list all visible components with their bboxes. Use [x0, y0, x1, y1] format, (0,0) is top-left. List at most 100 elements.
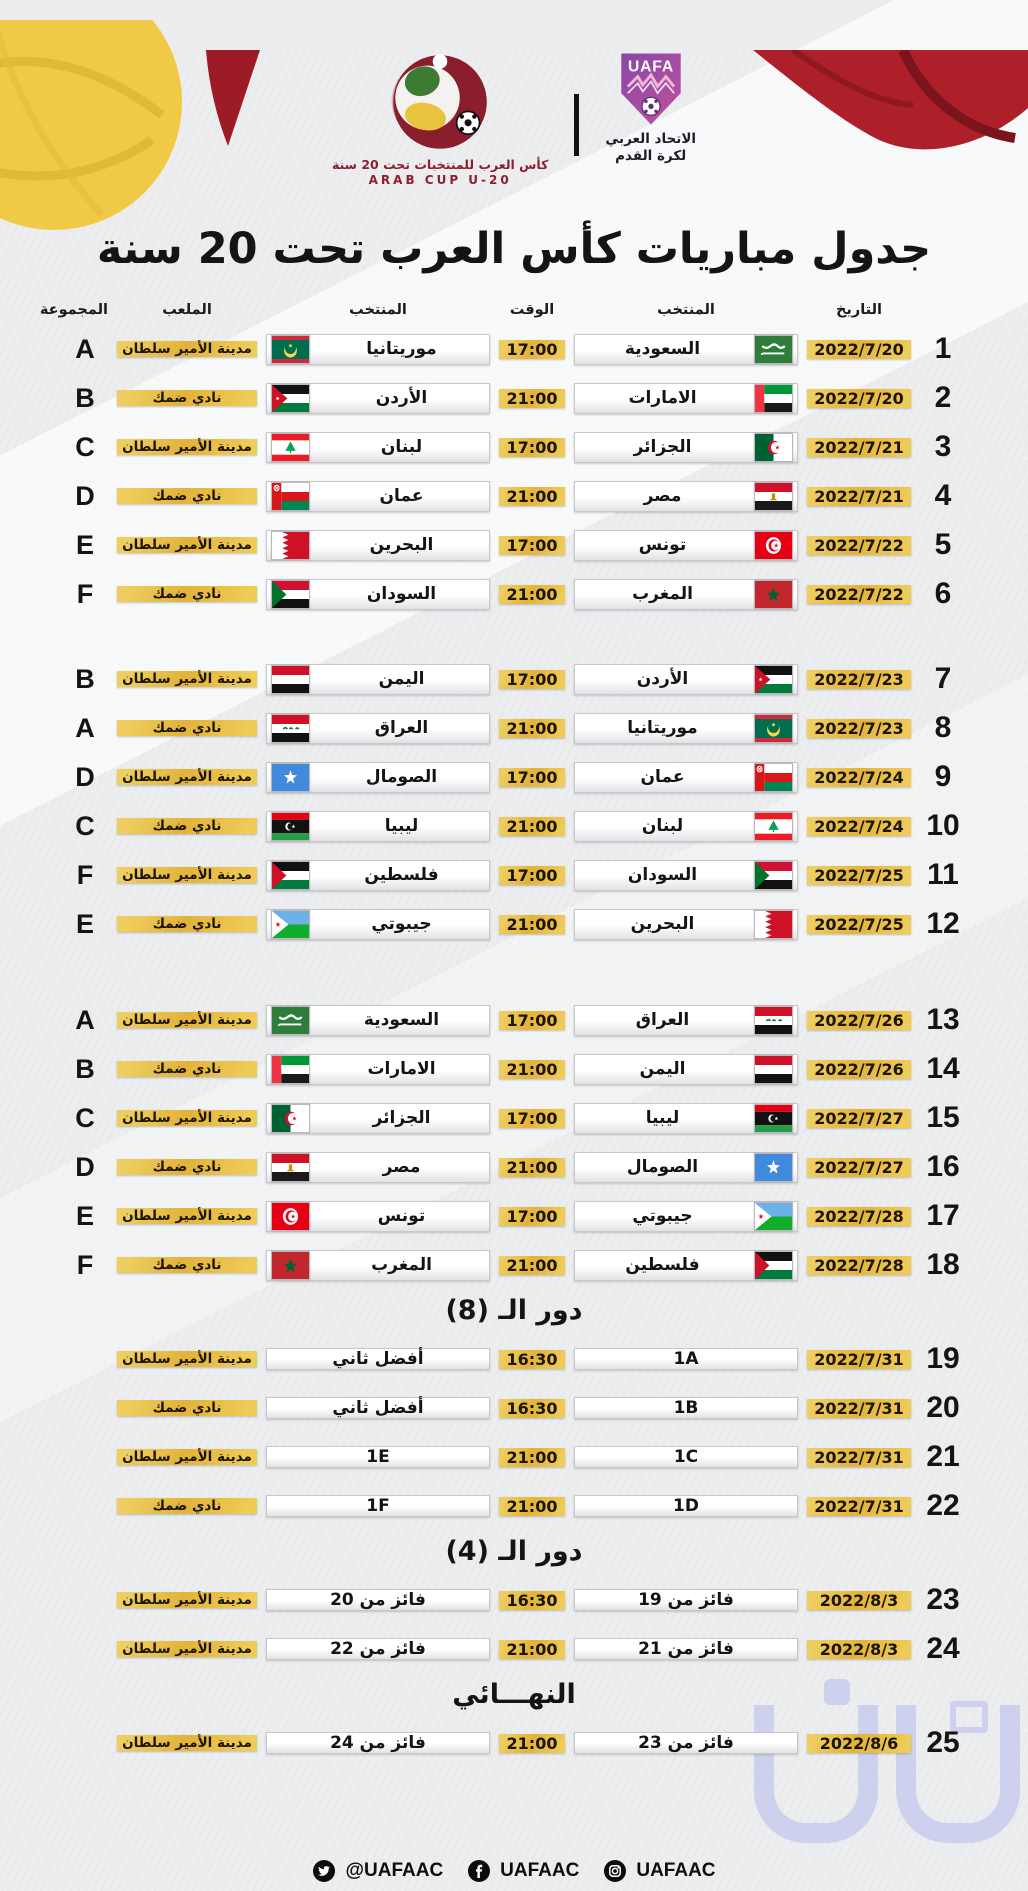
team-cell-left: فائز من 24	[266, 1732, 490, 1755]
time-cell: 21:00	[499, 1255, 565, 1275]
stadium-cell: مدينة الأمير سلطان	[117, 1641, 257, 1658]
time-cell: 17:00	[499, 437, 565, 457]
flag-somalia-icon	[754, 1152, 793, 1182]
team-cell-right: 1B	[574, 1397, 798, 1420]
match-row: 25 2022/8/6 فائز من 23 21:00 فائز من 24 …	[62, 1724, 966, 1762]
match-number: 16	[926, 1150, 960, 1184]
flag-tunisia-icon	[271, 1201, 310, 1231]
stadium-cell: نادي ضمك	[117, 1159, 257, 1176]
flag-somalia-icon	[271, 762, 310, 792]
social-footer: @UAFAAC UAFAAC UAFAAC	[0, 1859, 1028, 1883]
match-number: 2	[934, 381, 952, 415]
date-cell: 2022/7/28	[807, 1255, 911, 1275]
group-cell: B	[75, 382, 95, 413]
time-cell: 17:00	[499, 339, 565, 359]
group-cell: E	[75, 908, 94, 939]
time-cell: 17:00	[499, 669, 565, 689]
match-row: 23 2022/8/3 فائز من 19 16:30 فائز من 20 …	[62, 1581, 966, 1619]
team-name: فائز من 20	[330, 1590, 426, 1611]
page-title: جدول مباريات كأس العرب تحت 20 سنة	[96, 224, 932, 274]
flag-egypt-icon	[754, 481, 793, 511]
team-name: الجزائر	[633, 437, 692, 458]
team-name: لبنان	[380, 437, 423, 458]
stadium-cell: مدينة الأمير سلطان	[117, 439, 257, 456]
time-cell: 21:00	[499, 486, 565, 506]
team-name: مصر	[643, 486, 682, 507]
time-cell: 17:00	[499, 1010, 565, 1030]
match-number: 21	[926, 1440, 960, 1474]
match-row: 4 2022/7/21 مصر 21:00 عمان نادي ضمك D	[62, 477, 966, 515]
team-name: جيبوتي	[371, 914, 432, 935]
team-cell-left: أفضل ثاني	[266, 1348, 490, 1371]
team-name: فائز من 22	[330, 1639, 426, 1660]
team-cell-left: السودان	[266, 578, 490, 610]
date-cell: 2022/7/21	[807, 486, 911, 506]
team-cell-right: فائز من 19	[574, 1589, 798, 1612]
team-cell-left: الأردن	[266, 382, 490, 414]
flag-lebanon-icon	[271, 432, 310, 462]
date-cell: 2022/8/6	[807, 1733, 911, 1753]
red-petal-decoration	[753, 50, 1028, 150]
date-cell: 2022/7/20	[807, 339, 911, 359]
uafa-logo-icon: UAFA	[621, 53, 681, 125]
flag-jordan-icon	[271, 383, 310, 413]
team-name: فائز من 24	[330, 1733, 426, 1754]
time-cell: 21:00	[499, 1447, 565, 1467]
svg-text:UAFA: UAFA	[628, 59, 674, 76]
team-name: ليبيا	[645, 1108, 680, 1129]
flag-oman-icon	[754, 762, 793, 792]
team-cell-right: عمان	[574, 761, 798, 793]
column-header-team-right: المنتخب	[657, 302, 715, 319]
column-header-date: التاريخ	[835, 302, 883, 319]
time-cell: 17:00	[499, 767, 565, 787]
instagram-handle: UAFAAC	[636, 1860, 716, 1881]
flag-saudi-arabia-icon	[271, 1005, 310, 1035]
match-number: 17	[926, 1199, 960, 1233]
uafa-caption: الاتحاد العربي لكرة القدم	[605, 131, 697, 164]
stadium-cell: نادي ضمك	[117, 1061, 257, 1078]
team-name: الامارات	[628, 388, 697, 409]
match-row: 24 2022/8/3 فائز من 21 21:00 فائز من 22 …	[62, 1630, 966, 1668]
team-cell-left: أفضل ثاني	[266, 1397, 490, 1420]
match-row: 6 2022/7/22 المغرب 21:00 السودان نادي ضم…	[62, 575, 966, 613]
group-cell: A	[75, 712, 95, 743]
team-cell-right: المغرب	[574, 578, 798, 610]
match-row: 7 2022/7/23 الأردن 17:00 اليمن مدينة الأ…	[62, 660, 966, 698]
time-cell: 21:00	[499, 1496, 565, 1516]
flag-oman-icon	[271, 481, 310, 511]
flag-morocco-icon	[271, 1250, 310, 1280]
team-name: 1D	[673, 1496, 699, 1517]
group-cell: A	[75, 1004, 95, 1035]
team-name: الصومال	[365, 767, 438, 788]
group-cell: E	[75, 1200, 94, 1231]
group-cell: D	[75, 1151, 95, 1182]
team-cell-right: البحرين	[574, 908, 798, 940]
group-cell: C	[75, 1102, 95, 1133]
flag-morocco-icon	[754, 579, 793, 609]
date-cell: 2022/7/23	[807, 718, 911, 738]
flag-saudi-arabia-icon	[754, 334, 793, 364]
team-cell-right: العراق	[574, 1004, 798, 1036]
flag-lebanon-icon	[754, 811, 793, 841]
date-cell: 2022/7/22	[807, 584, 911, 604]
column-header-group: المجموعة	[39, 302, 108, 319]
facebook-icon	[468, 1860, 491, 1882]
column-header-stadium: الملعب	[162, 302, 212, 319]
group-cell: B	[75, 663, 95, 694]
flag-sudan-icon	[271, 579, 310, 609]
team-name: عمان	[640, 767, 685, 788]
team-cell-left: مصر	[266, 1151, 490, 1183]
team-cell-left: البحرين	[266, 529, 490, 561]
match-number: 14	[926, 1052, 960, 1086]
match-number: 22	[926, 1489, 960, 1523]
stadium-cell: مدينة الأمير سلطان	[117, 1110, 257, 1127]
stadium-cell: نادي ضمك	[117, 916, 257, 933]
match-row: 9 2022/7/24 عمان 17:00 الصومال مدينة الأ…	[62, 758, 966, 796]
date-cell: 2022/7/31	[807, 1447, 911, 1467]
match-number: 7	[934, 662, 952, 696]
flag-palestine-icon	[271, 860, 310, 890]
flag-sudan-icon	[754, 860, 793, 890]
stadium-cell: مدينة الأمير سلطان	[117, 341, 257, 358]
team-cell-right: الامارات	[574, 382, 798, 414]
stadium-cell: مدينة الأمير سلطان	[117, 1208, 257, 1225]
